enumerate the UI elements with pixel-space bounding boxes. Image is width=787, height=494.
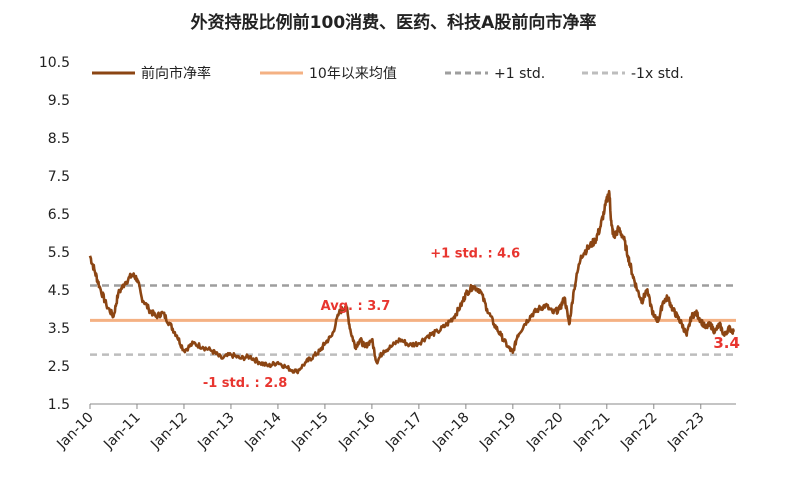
annotation-label: -1 std. : 2.8 <box>203 376 287 391</box>
y-tick-label: 5.5 <box>48 245 70 261</box>
series-line-pb <box>88 189 735 375</box>
y-tick-label: 4.5 <box>48 283 70 299</box>
x-tick-label: Jan-11 <box>100 410 143 453</box>
y-tick-label: 6.5 <box>48 207 70 223</box>
y-tick-label: 9.5 <box>48 93 70 109</box>
x-tick-label: Jan-17 <box>382 410 425 453</box>
x-tick-label: Jan-20 <box>523 410 566 453</box>
annotation-layer: +1 std. : 4.6 Avg. : 3.7 -1 std. : 2.8 3.4 <box>203 247 740 391</box>
y-tick-label: 3.5 <box>48 321 70 337</box>
legend-label-minus-std: -1x std. <box>631 66 684 82</box>
legend-label-avg: 10年以来均值 <box>309 66 397 82</box>
legend-label-plus-std: +1 std. <box>494 66 545 82</box>
y-tick-label: 10.5 <box>39 55 70 71</box>
x-tick-label: Jan-21 <box>570 410 613 453</box>
annotation-label: 3.4 <box>713 334 740 352</box>
x-tick-label: Jan-18 <box>429 410 472 453</box>
series-layer <box>88 189 735 375</box>
x-tick-label: Jan-23 <box>664 410 707 453</box>
x-tick-label: Jan-12 <box>147 410 190 453</box>
x-tick-label: Jan-10 <box>53 410 96 453</box>
y-tick-label: 7.5 <box>48 169 70 185</box>
x-tick-label: Jan-13 <box>194 410 237 453</box>
x-tick-label: Jan-19 <box>476 410 519 453</box>
annotation-label: Avg. : 3.7 <box>321 299 391 314</box>
legend-label-pb: 前向市净率 <box>141 65 211 82</box>
chart-title: 外资持股比例前100消费、医药、科技A股前向市净率 <box>190 13 597 33</box>
x-tick-label: Jan-16 <box>335 409 379 453</box>
x-tick-label: Jan-14 <box>241 409 285 453</box>
annotation-label: +1 std. : 4.6 <box>430 247 520 262</box>
x-tick-label: Jan-15 <box>288 410 331 453</box>
reference-lines <box>90 284 736 356</box>
y-tick-label: 8.5 <box>48 131 70 147</box>
y-tick-label: 2.5 <box>48 359 70 375</box>
y-tick-label: 1.5 <box>48 397 70 413</box>
legend: 前向市净率 10年以来均值 +1 std. -1x std. <box>92 65 684 82</box>
x-tick-label: Jan-22 <box>617 410 660 453</box>
